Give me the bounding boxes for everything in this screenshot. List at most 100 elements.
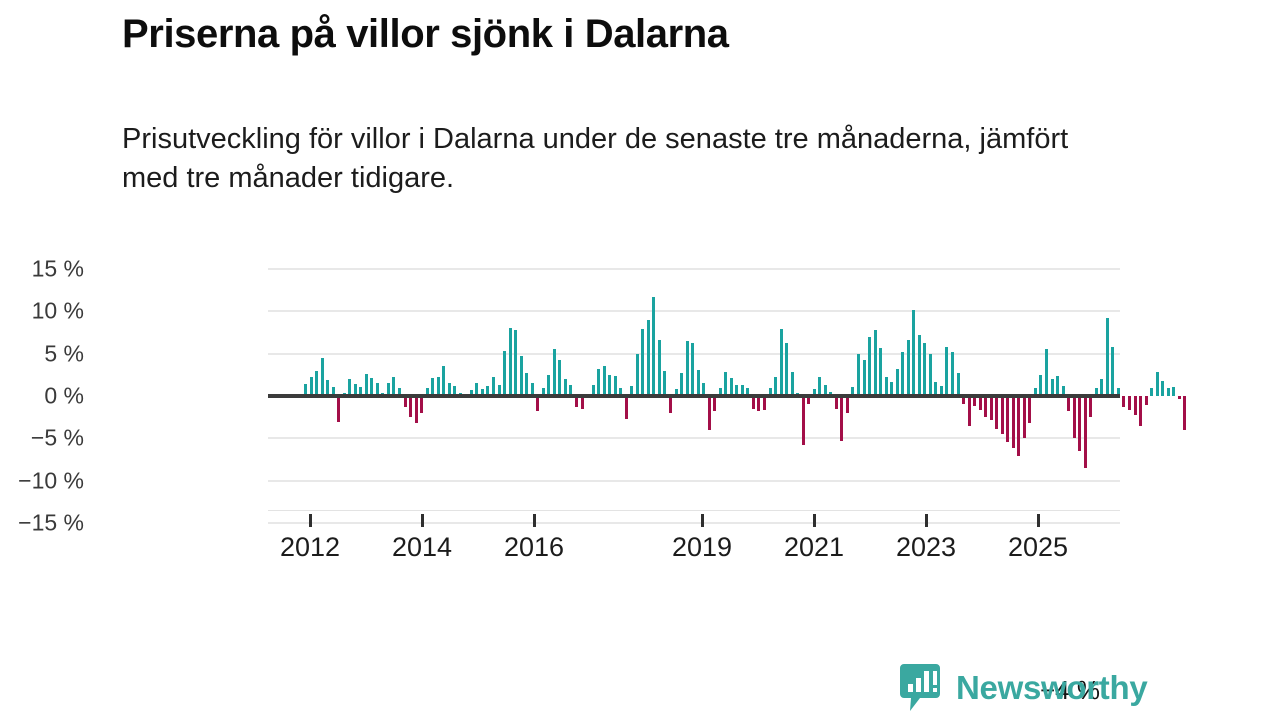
bar — [1056, 375, 1060, 396]
bar — [541, 388, 545, 396]
page-title: Priserna på villor sjönk i Dalarna — [122, 12, 729, 56]
bar — [978, 396, 982, 411]
bar — [762, 396, 766, 410]
latest-value-annotation: −4 % — [1040, 675, 1100, 705]
bar — [707, 396, 711, 430]
bar — [680, 373, 684, 396]
bar — [884, 377, 888, 396]
x-axis-tick — [813, 514, 816, 527]
bar — [353, 384, 357, 396]
gridline — [268, 310, 1120, 313]
bar — [989, 396, 993, 420]
bar — [829, 391, 833, 396]
bar — [807, 396, 811, 405]
bar — [834, 396, 838, 409]
zero-axis — [268, 394, 1120, 398]
bar — [375, 383, 379, 396]
bar — [823, 384, 827, 396]
bar — [984, 396, 988, 418]
bar — [740, 384, 744, 396]
bar — [1011, 396, 1015, 449]
bar — [304, 384, 307, 396]
bar — [912, 310, 916, 396]
x-axis-tick — [421, 514, 424, 527]
bar — [1094, 387, 1098, 396]
bar — [497, 384, 501, 396]
bar — [442, 365, 446, 396]
bar — [895, 368, 899, 396]
bar — [436, 377, 440, 396]
bar — [597, 368, 601, 396]
bar — [1061, 385, 1065, 396]
y-axis-tick-label: −5 % — [30, 424, 84, 451]
y-axis-tick-label: 0 % — [44, 382, 84, 409]
bar — [1172, 386, 1176, 396]
bar — [873, 329, 877, 396]
bar — [315, 370, 319, 396]
bar — [1177, 396, 1181, 399]
gridline — [268, 479, 1120, 482]
y-axis-tick-label: −15 % — [18, 509, 84, 536]
bar — [956, 373, 960, 396]
bar — [1022, 396, 1026, 439]
bar — [995, 396, 999, 430]
bar — [1083, 396, 1087, 468]
bar — [508, 328, 512, 396]
gridline — [268, 437, 1120, 440]
bar — [1017, 396, 1021, 457]
gridline — [268, 268, 1120, 270]
bar — [447, 383, 451, 396]
bar — [801, 396, 805, 446]
bar — [425, 387, 429, 396]
bar — [420, 396, 424, 413]
bar — [1150, 387, 1154, 396]
bar — [514, 329, 518, 396]
x-axis-line — [268, 510, 1120, 511]
bar — [619, 387, 623, 396]
bar — [857, 353, 860, 396]
bar — [591, 384, 595, 396]
bar — [309, 376, 313, 396]
x-axis-tick-label: 2019 — [671, 532, 733, 562]
bar — [923, 342, 927, 396]
bar — [1144, 396, 1148, 406]
bar — [646, 319, 650, 396]
bar — [359, 386, 363, 396]
bar — [774, 377, 778, 396]
bar — [657, 340, 661, 396]
bar — [1039, 374, 1043, 396]
bar-chart-speech-bubble-icon — [900, 664, 940, 711]
page-subtitle: Prisutveckling för villor i Dalarna unde… — [122, 123, 1069, 195]
bar — [1100, 379, 1104, 396]
bar — [409, 396, 413, 418]
bar — [652, 296, 656, 396]
bar — [630, 385, 634, 396]
bar — [851, 386, 855, 396]
bar — [812, 389, 816, 396]
bar — [962, 396, 966, 405]
y-axis-tick-label: 10 % — [31, 297, 84, 324]
bar — [569, 384, 573, 396]
plot-area: 15 % 10 % 5 % 0 % −5 % −10 % −15 % — [18, 256, 1187, 536]
y-axis-tick-label: 15 % — [31, 255, 84, 282]
x-axis-tick — [309, 514, 312, 527]
bar — [663, 370, 667, 396]
bar — [862, 359, 866, 396]
bar — [398, 388, 401, 396]
bar — [785, 342, 789, 396]
bar — [624, 396, 628, 419]
bar — [1133, 396, 1137, 416]
bar — [547, 374, 551, 396]
bar — [917, 335, 921, 396]
bar — [951, 351, 954, 396]
bar — [868, 336, 872, 396]
bar — [641, 329, 645, 396]
bar — [1127, 396, 1131, 410]
bar — [790, 372, 794, 396]
bar — [602, 366, 606, 396]
bar — [370, 378, 374, 396]
bar — [768, 387, 772, 396]
bar — [552, 349, 556, 396]
bar — [580, 396, 584, 409]
bar — [1006, 396, 1010, 442]
